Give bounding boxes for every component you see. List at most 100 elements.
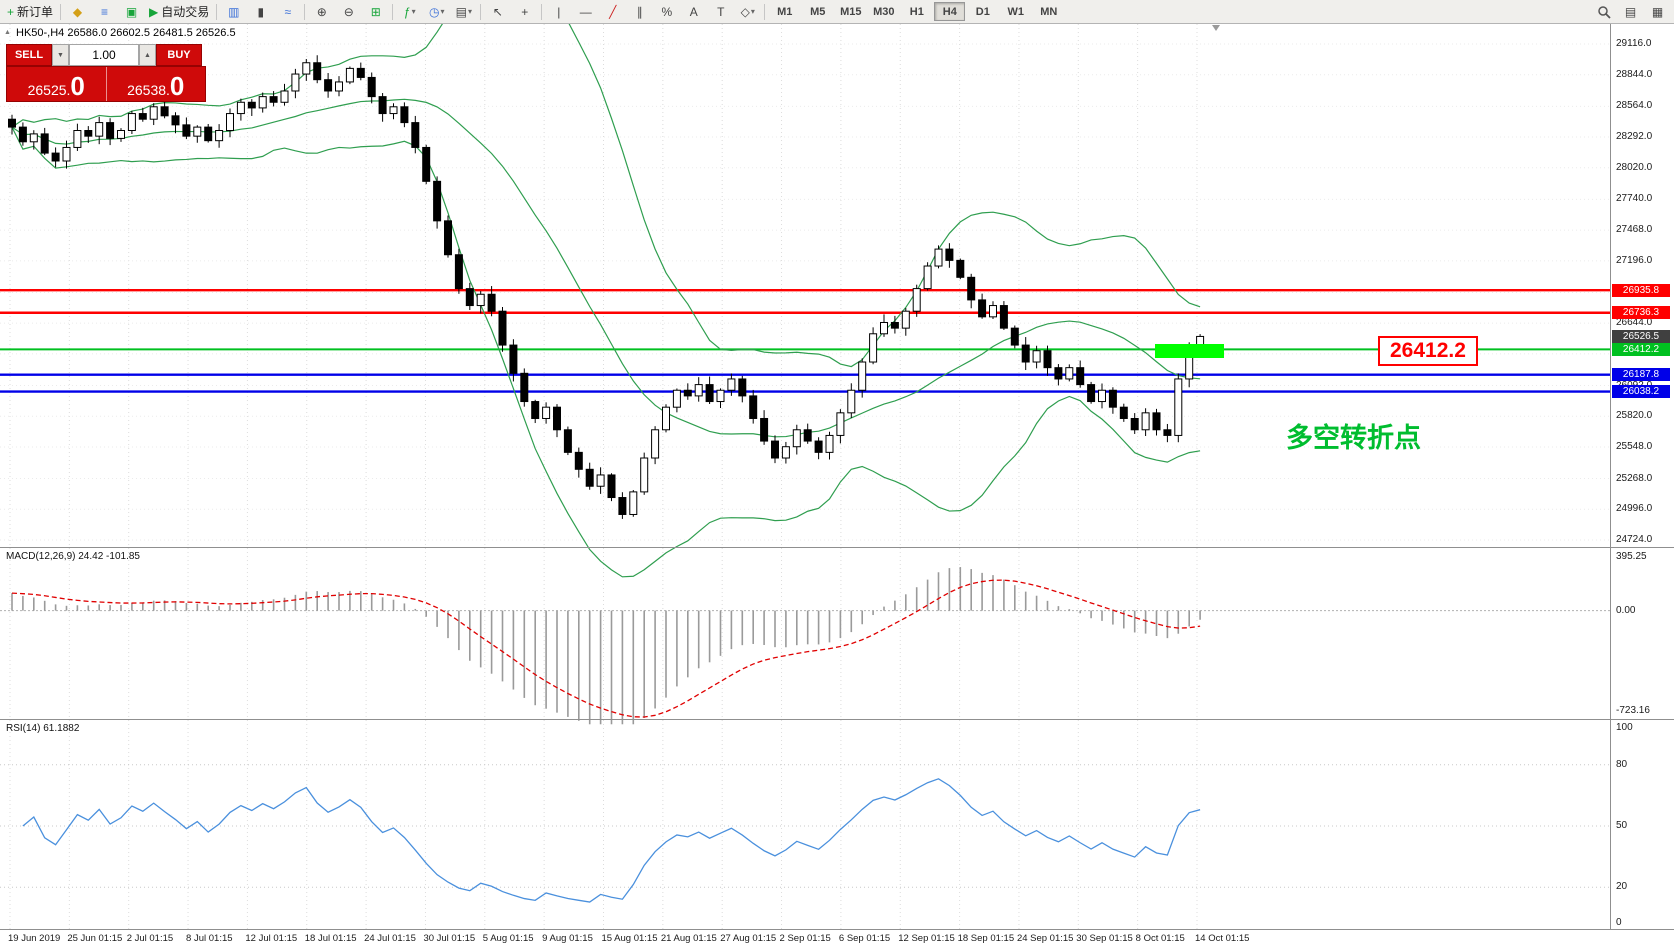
- collapse-panel-icon[interactable]: ▲: [4, 29, 11, 36]
- timeframe-m1-button[interactable]: M1: [777, 5, 793, 18]
- trendline-icon: ╱: [609, 4, 617, 19]
- crosshair-tool-button[interactable]: +: [511, 1, 538, 22]
- sell-price[interactable]: 26525. 0: [7, 67, 107, 101]
- price-level-label: 26736.3: [1612, 306, 1670, 320]
- shapes-icon: ◇: [740, 4, 750, 19]
- label-tool-button[interactable]: T: [707, 1, 734, 22]
- price-level-label: 26412.2: [1612, 342, 1670, 356]
- toolbar-separator: [216, 3, 218, 20]
- zoom-in-button[interactable]: ⊕: [308, 1, 335, 22]
- clock-icon: ◷: [429, 4, 440, 19]
- price-small-digits: 26538.: [127, 82, 170, 98]
- time-tick: 19 Jun 2019: [8, 933, 61, 944]
- rsi-scale-tick: 20: [1616, 881, 1628, 893]
- fibonacci-tool-button[interactable]: %: [653, 1, 680, 22]
- time-tick: 12 Jul 01:15: [245, 933, 298, 944]
- shapes-tool-button[interactable]: ◇: [734, 1, 761, 22]
- rsi-scale-tick: 50: [1616, 820, 1628, 831]
- indicators-button[interactable]: ƒ: [396, 1, 423, 22]
- macd-scale-tick: -723.16: [1616, 705, 1650, 716]
- candlestick-mode-button[interactable]: ▮: [247, 1, 274, 22]
- periods-button[interactable]: ◷: [423, 1, 450, 22]
- price-big-digit: 0: [70, 71, 85, 102]
- price-tick: 25268.0: [1616, 472, 1653, 484]
- price-level-label: 26187.8: [1612, 368, 1670, 382]
- zoom-out-icon: ⊖: [343, 4, 354, 19]
- auto-trading-play-icon: ▶: [149, 4, 159, 19]
- terminal-button[interactable]: ▣: [118, 1, 145, 22]
- price-level-label: 26038.2: [1612, 385, 1670, 399]
- toolbar-separator: [541, 3, 543, 20]
- market-watch-button[interactable]: ◆: [64, 1, 91, 22]
- current-price-label: 26526.5: [1612, 329, 1670, 343]
- templates-button[interactable]: ▤: [450, 1, 477, 22]
- volume-input[interactable]: [69, 44, 139, 66]
- timeframe-w1-button[interactable]: W1: [1007, 5, 1025, 18]
- new-order-button[interactable]: + 新订单: [3, 1, 57, 22]
- price-tick: 24996.0: [1616, 503, 1653, 515]
- horizontal-line-tool-button[interactable]: —: [572, 1, 599, 22]
- label-icon: T: [717, 4, 725, 19]
- pivot-price-callout: 26412.2: [1378, 336, 1478, 366]
- caret-down-icon: ▼: [57, 51, 64, 59]
- time-tick: 18 Jul 01:15: [304, 933, 357, 944]
- time-tick: 2 Jul 01:15: [126, 933, 174, 944]
- time-tick: 21 Aug 01:15: [660, 933, 717, 944]
- template-icon: ▤: [455, 4, 467, 19]
- sell-button[interactable]: SELL: [6, 44, 52, 66]
- timeframe-m5-button[interactable]: M5: [810, 5, 826, 18]
- volume-decrease-button[interactable]: ▼: [52, 44, 69, 66]
- toolbar-separator: [480, 3, 482, 20]
- bar-chart-mode-button[interactable]: ▥: [220, 1, 247, 22]
- macd-scale-tick: 0.00: [1616, 604, 1636, 616]
- time-tick: 24 Sep 01:15: [1016, 933, 1074, 944]
- search-icon: [1597, 5, 1611, 19]
- auto-trading-label: 自动交易: [161, 5, 210, 19]
- macd-indicator-label: MACD(12,26,9) 24.42 -101.85: [6, 551, 140, 562]
- time-tick: 14 Oct 01:15: [1195, 933, 1250, 944]
- cursor-tool-button[interactable]: ↖: [484, 1, 511, 22]
- time-tick: 6 Sep 01:15: [838, 933, 891, 944]
- rsi-scale-tick: 80: [1616, 758, 1628, 770]
- price-tick: 25548.0: [1616, 440, 1653, 452]
- timeframe-h1-button[interactable]: H1: [909, 5, 924, 18]
- text-tool-button[interactable]: A: [680, 1, 707, 22]
- buy-price[interactable]: 26538. 0: [107, 67, 206, 101]
- price-tick: 28020.0: [1616, 161, 1653, 173]
- toolbar-separator: [304, 3, 306, 20]
- layout-button[interactable]: ▦: [1644, 1, 1671, 22]
- toolbar-separator: [764, 3, 766, 20]
- time-tick: 8 Oct 01:15: [1135, 933, 1185, 944]
- price-tick: 27740.0: [1616, 193, 1653, 205]
- price-tick: 25820.0: [1616, 410, 1653, 422]
- trendline-tool-button[interactable]: ╱: [599, 1, 626, 22]
- time-tick: 25 Jun 01:15: [67, 933, 123, 944]
- one-click-trading-panel: SELL ▼ ▲ BUY 26525.0 26538.0: [6, 44, 206, 102]
- timeframe-m15-button[interactable]: M15: [840, 5, 862, 18]
- vertical-line-tool-button[interactable]: |: [545, 1, 572, 22]
- price-tick: 28564.0: [1616, 100, 1653, 112]
- navigator-button[interactable]: ≡: [91, 1, 118, 22]
- time-tick: 12 Sep 01:15: [898, 933, 955, 944]
- rsi-indicator-label: RSI(14) 61.1882: [6, 723, 80, 734]
- candlestick-icon: ▮: [257, 4, 265, 19]
- price-tick: 28292.0: [1616, 131, 1653, 143]
- auto-trading-button[interactable]: ▶ 自动交易: [145, 1, 213, 22]
- volume-increase-button[interactable]: ▲: [139, 44, 156, 66]
- zoom-out-button[interactable]: ⊖: [335, 1, 362, 22]
- navigator-icon: ≡: [101, 4, 109, 19]
- channel-tool-button[interactable]: ∥: [626, 1, 653, 22]
- buy-button[interactable]: BUY: [156, 44, 202, 66]
- search-button[interactable]: [1590, 1, 1617, 22]
- timeframe-h4-button[interactable]: H4: [934, 2, 966, 21]
- data-window-button[interactable]: ▤: [1617, 1, 1644, 22]
- timeframe-mn-button[interactable]: MN: [1040, 5, 1058, 18]
- time-tick: 8 Jul 01:15: [186, 933, 233, 944]
- timeframe-m30-button[interactable]: M30: [873, 5, 895, 18]
- timeframe-d1-button[interactable]: D1: [975, 5, 990, 18]
- tile-windows-button[interactable]: ⊞: [362, 1, 389, 22]
- line-chart-mode-button[interactable]: ≈: [274, 1, 301, 22]
- line-chart-icon: ≈: [284, 4, 292, 19]
- main-toolbar: + 新订单 ◆ ≡ ▣ ▶ 自动交易 ▥ ▮ ≈ ⊕ ⊖ ⊞ ƒ ◷ ▤ ↖ +…: [0, 0, 1674, 23]
